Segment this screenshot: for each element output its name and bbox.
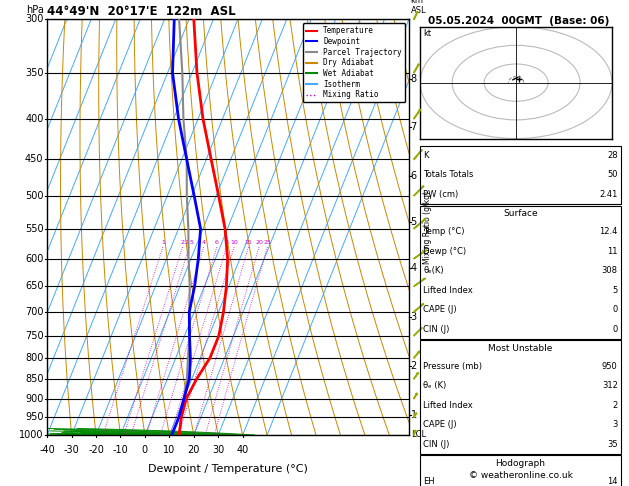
Text: 950: 950 <box>25 412 43 422</box>
Text: 1000: 1000 <box>19 430 43 440</box>
Text: 35: 35 <box>607 440 618 449</box>
Text: θₑ(K): θₑ(K) <box>423 266 444 275</box>
Text: 450: 450 <box>25 155 43 164</box>
Text: CAPE (J): CAPE (J) <box>423 305 457 314</box>
Text: 650: 650 <box>25 281 43 291</box>
Legend: Temperature, Dewpoint, Parcel Trajectory, Dry Adiabat, Wet Adiabat, Isotherm, Mi: Temperature, Dewpoint, Parcel Trajectory… <box>303 23 405 103</box>
Text: EH: EH <box>423 477 435 486</box>
Text: kt: kt <box>423 29 431 38</box>
Text: Pressure (mb): Pressure (mb) <box>423 362 482 371</box>
Text: Dewp (°C): Dewp (°C) <box>423 247 467 256</box>
Text: CAPE (J): CAPE (J) <box>423 420 457 429</box>
Text: 8: 8 <box>225 240 228 245</box>
Text: 40: 40 <box>237 445 249 455</box>
Text: θₑ (K): θₑ (K) <box>423 382 447 390</box>
Text: 312: 312 <box>602 382 618 390</box>
Text: CIN (J): CIN (J) <box>423 325 450 333</box>
Text: 4: 4 <box>202 240 206 245</box>
Text: 05.05.2024  00GMT  (Base: 06): 05.05.2024 00GMT (Base: 06) <box>428 16 610 26</box>
Text: 2: 2 <box>181 240 184 245</box>
Text: 4: 4 <box>411 263 417 273</box>
Text: 5: 5 <box>411 217 417 227</box>
Text: 8: 8 <box>411 73 417 84</box>
Text: 20: 20 <box>255 240 263 245</box>
Text: 6: 6 <box>215 240 219 245</box>
Text: 300: 300 <box>25 15 43 24</box>
Text: 25: 25 <box>264 240 271 245</box>
Text: Hodograph: Hodograph <box>496 459 545 468</box>
Text: 12.4: 12.4 <box>599 227 618 236</box>
Text: © weatheronline.co.uk: © weatheronline.co.uk <box>469 471 572 480</box>
Text: 350: 350 <box>25 68 43 78</box>
Text: 550: 550 <box>25 224 43 234</box>
Text: 15: 15 <box>245 240 252 245</box>
Text: Mixing Ratio (g/kg): Mixing Ratio (g/kg) <box>423 191 432 264</box>
Text: CIN (J): CIN (J) <box>423 440 450 449</box>
Text: 0: 0 <box>142 445 148 455</box>
Text: km
ASL: km ASL <box>411 0 426 15</box>
Text: 5: 5 <box>613 286 618 295</box>
Text: Lifted Index: Lifted Index <box>423 401 473 410</box>
Text: 0: 0 <box>613 305 618 314</box>
Text: 400: 400 <box>25 114 43 124</box>
Text: 850: 850 <box>25 374 43 384</box>
Text: 700: 700 <box>25 307 43 317</box>
Text: 50: 50 <box>607 171 618 179</box>
Text: 28: 28 <box>607 151 618 160</box>
Text: 600: 600 <box>25 254 43 264</box>
Text: 14: 14 <box>607 477 618 486</box>
Text: 20: 20 <box>187 445 200 455</box>
Text: Most Unstable: Most Unstable <box>488 344 553 353</box>
Text: 3: 3 <box>612 420 618 429</box>
Text: 500: 500 <box>25 191 43 201</box>
Text: 900: 900 <box>25 394 43 403</box>
Text: 2.41: 2.41 <box>599 190 618 199</box>
Text: 308: 308 <box>602 266 618 275</box>
Text: -40: -40 <box>39 445 55 455</box>
Text: 1: 1 <box>161 240 165 245</box>
Text: 750: 750 <box>25 330 43 341</box>
Text: 11: 11 <box>607 247 618 256</box>
Text: 10: 10 <box>230 240 238 245</box>
Text: 44°49'N  20°17'E  122m  ASL: 44°49'N 20°17'E 122m ASL <box>47 5 236 18</box>
Text: 1: 1 <box>411 411 417 420</box>
Text: 6: 6 <box>411 171 417 181</box>
Text: LCL: LCL <box>411 431 426 439</box>
Text: Surface: Surface <box>503 209 538 218</box>
Text: 2: 2 <box>613 401 618 410</box>
Text: Dewpoint / Temperature (°C): Dewpoint / Temperature (°C) <box>148 464 308 474</box>
Text: Temp (°C): Temp (°C) <box>423 227 465 236</box>
Text: 2.5: 2.5 <box>184 240 194 245</box>
Text: 7: 7 <box>411 122 417 132</box>
Text: 3: 3 <box>411 312 417 322</box>
Text: 10: 10 <box>164 445 175 455</box>
Text: K: K <box>423 151 429 160</box>
Text: Lifted Index: Lifted Index <box>423 286 473 295</box>
Text: 800: 800 <box>25 353 43 363</box>
Text: -30: -30 <box>64 445 79 455</box>
Text: hPa: hPa <box>26 5 43 15</box>
Text: 950: 950 <box>602 362 618 371</box>
Text: PW (cm): PW (cm) <box>423 190 459 199</box>
Text: -10: -10 <box>113 445 128 455</box>
Text: 30: 30 <box>212 445 225 455</box>
Text: Totals Totals: Totals Totals <box>423 171 474 179</box>
Text: 2: 2 <box>411 362 417 371</box>
Text: 0: 0 <box>613 325 618 333</box>
Text: -20: -20 <box>88 445 104 455</box>
